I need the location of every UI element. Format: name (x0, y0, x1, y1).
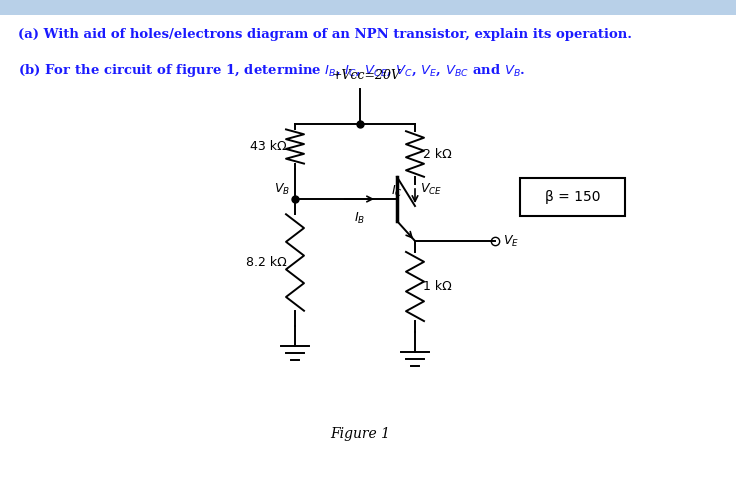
Text: 8.2 kΩ: 8.2 kΩ (247, 256, 287, 269)
Bar (0, 0, 736, 15)
Text: $I_B$: $I_B$ (355, 211, 366, 226)
Text: (a) With aid of holes/electrons diagram of an NPN transistor, explain its operat: (a) With aid of holes/electrons diagram … (18, 28, 632, 41)
Bar (520, 178, 625, 216)
Text: β = 150: β = 150 (545, 190, 601, 204)
Text: 43 kΩ: 43 kΩ (250, 140, 287, 153)
Text: $V_{CE}$: $V_{CE}$ (420, 182, 442, 197)
Text: $I_C$: $I_C$ (392, 183, 403, 199)
Text: +Vcc=20V: +Vcc=20V (332, 69, 401, 82)
Text: Figure 1: Figure 1 (330, 427, 390, 441)
Text: (b) For the circuit of figure 1, determine $I_B$, $I_C$, $V_{CE}$, $V_C$, $V_E$,: (b) For the circuit of figure 1, determi… (18, 62, 526, 79)
Text: $V_B$: $V_B$ (274, 182, 290, 197)
Text: 2 kΩ: 2 kΩ (423, 148, 452, 161)
Text: 1 kΩ: 1 kΩ (423, 280, 452, 293)
Text: $V_E$: $V_E$ (503, 234, 519, 248)
